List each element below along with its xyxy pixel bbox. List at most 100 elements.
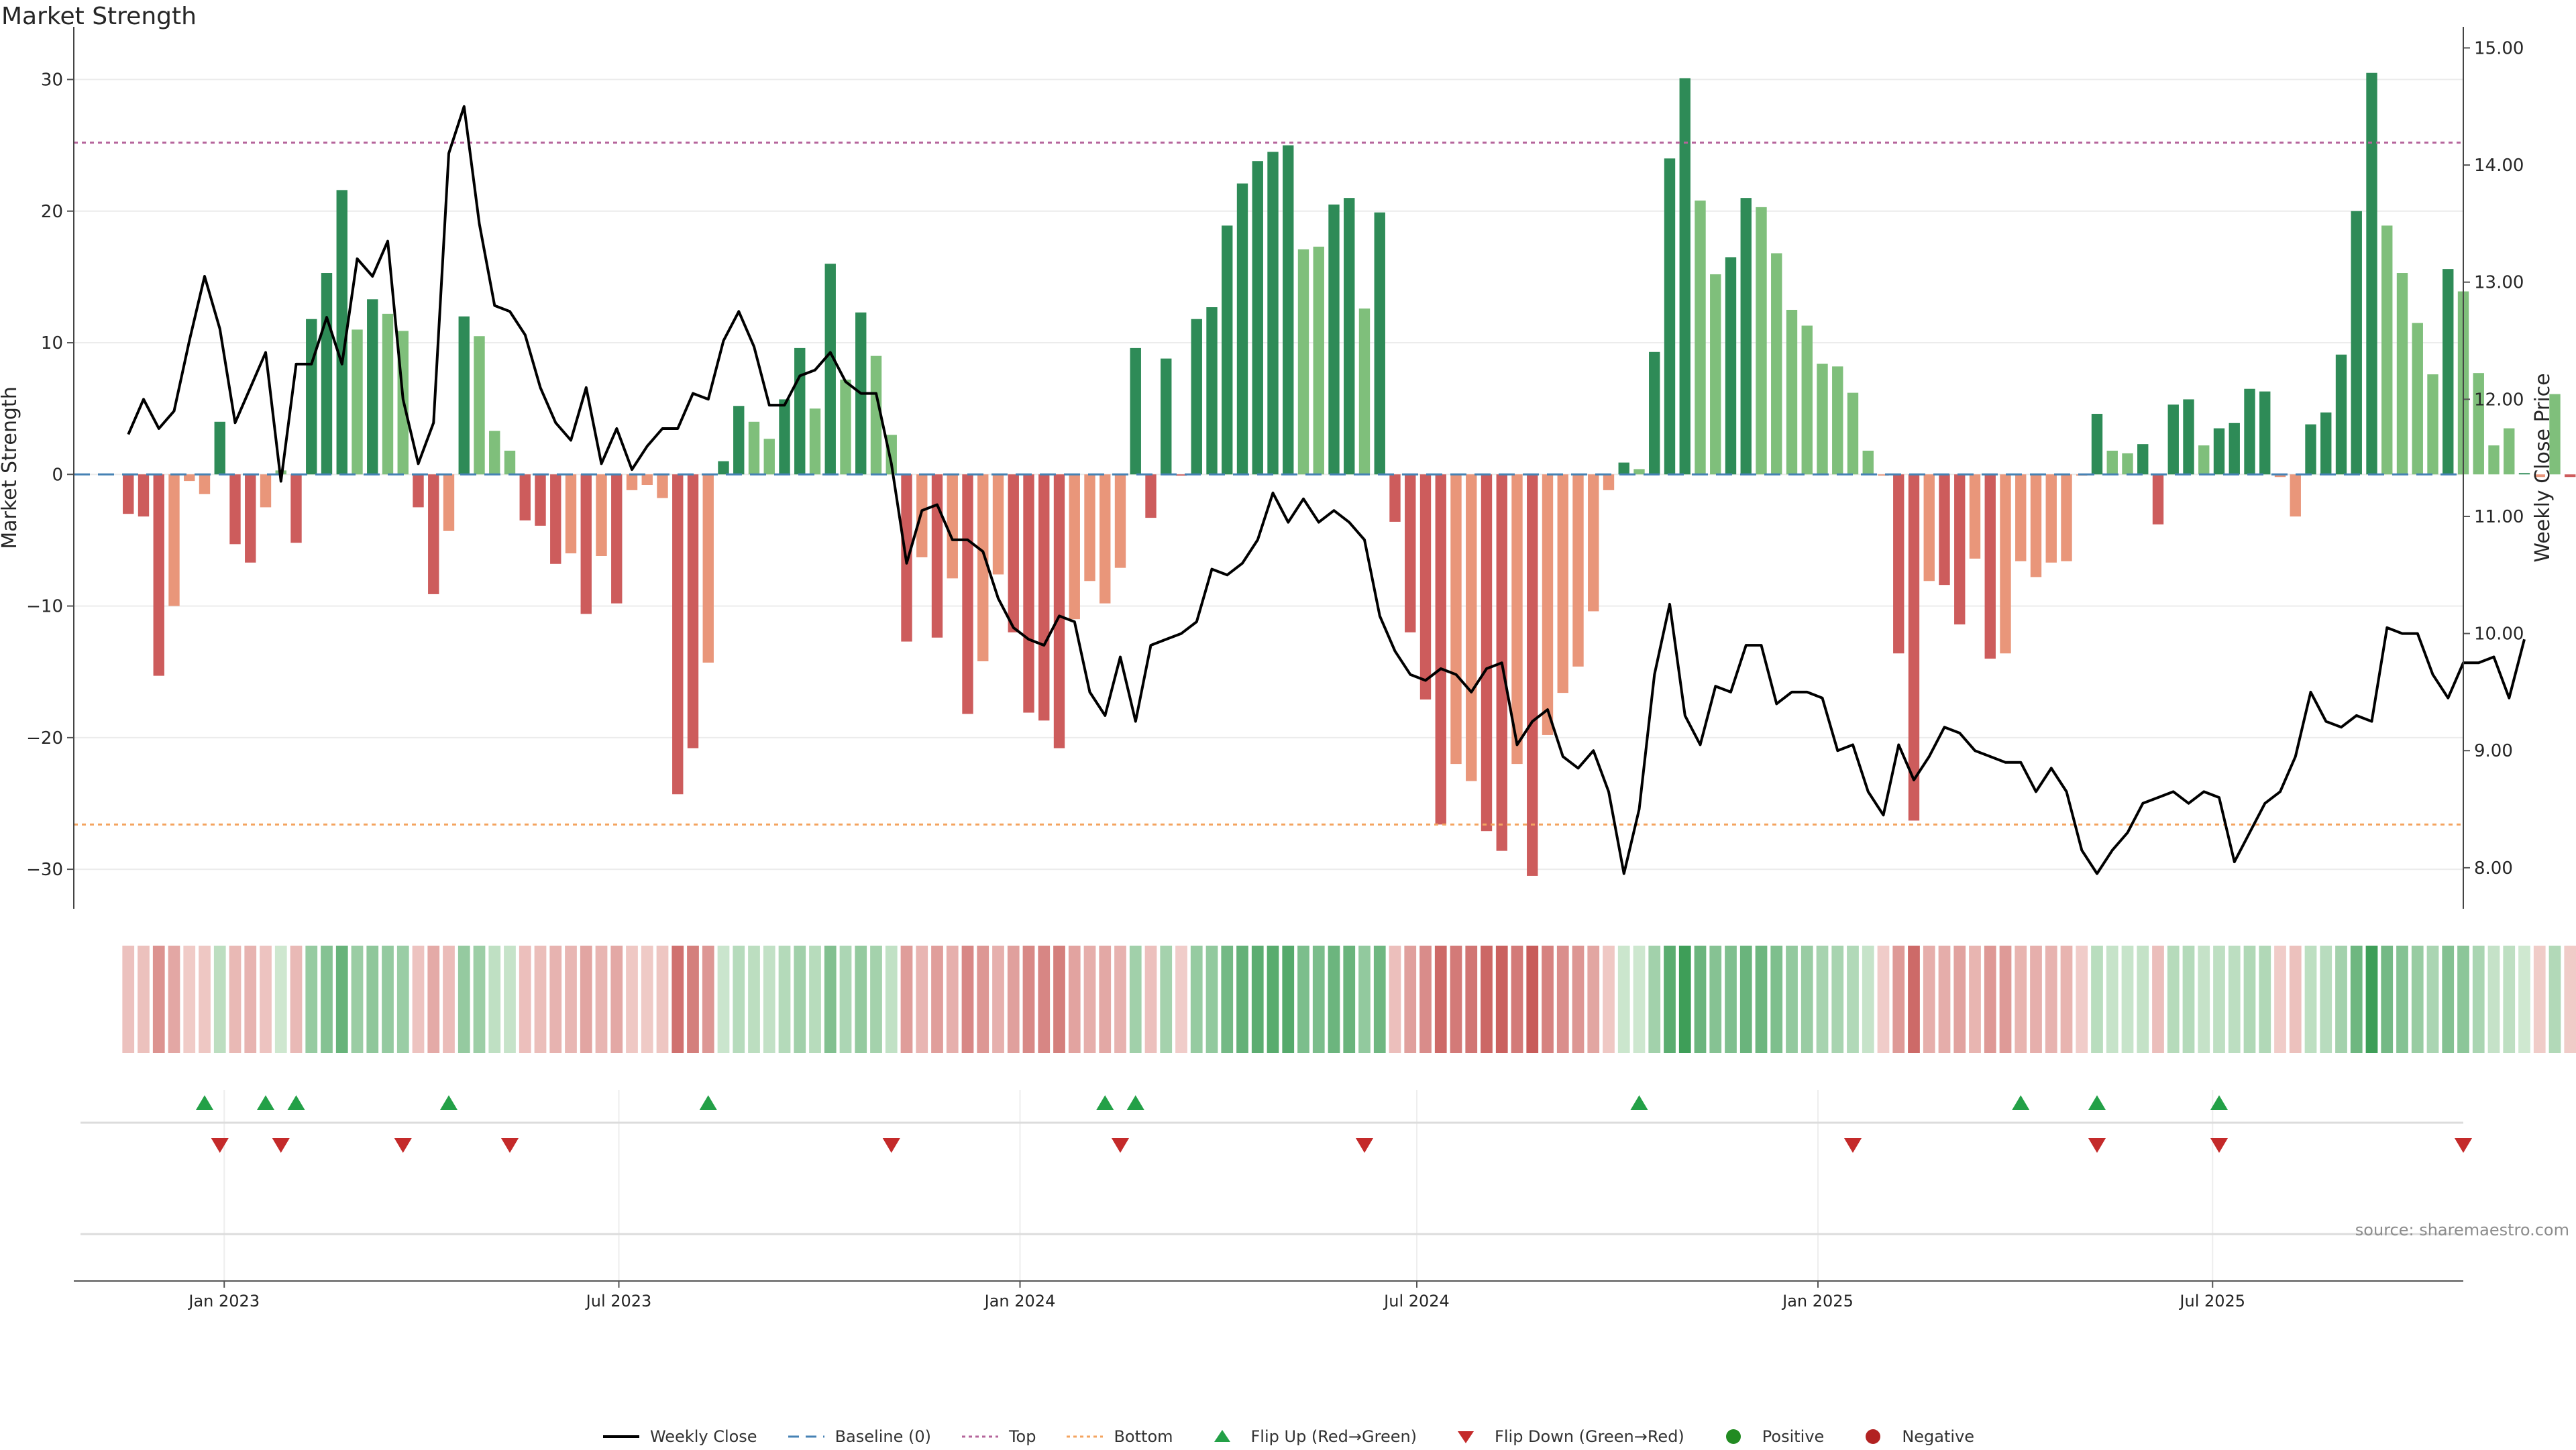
negative-strength-bar <box>1145 474 1157 518</box>
negative-strength-bar <box>260 474 272 508</box>
y2-axis-label: Weekly Close Price <box>2531 373 2555 562</box>
flip-down-marker <box>2210 1138 2228 1153</box>
positive-strength-bar <box>1191 319 1202 475</box>
negative-strength-bar <box>123 474 134 514</box>
negative-strength-bar <box>1038 474 1050 721</box>
legend-item-top: Top <box>961 1427 1036 1446</box>
positive-strength-bar <box>458 316 470 475</box>
negative-strength-bar <box>2290 474 2301 517</box>
negative-strength-bar <box>672 474 684 795</box>
heat-cell <box>855 946 867 1053</box>
heat-cell <box>961 946 974 1053</box>
negative-strength-bar <box>199 474 211 494</box>
heat-cell <box>885 946 898 1053</box>
heat-cell <box>1205 946 1218 1053</box>
positive-strength-bar <box>1725 257 1737 475</box>
heat-cell <box>931 946 943 1053</box>
positive-strength-bar <box>718 461 729 475</box>
heat-cell <box>870 946 882 1053</box>
heat-cell <box>2533 946 2546 1053</box>
y2-tick-label: 8.00 <box>2474 858 2513 879</box>
positive-strength-bar <box>2229 423 2240 475</box>
flip-up-marker <box>257 1095 274 1110</box>
heat-cell <box>1953 946 1966 1053</box>
heat-cell <box>260 946 272 1053</box>
positive-strength-bar <box>2320 412 2332 475</box>
positive-strength-bar <box>2167 404 2179 475</box>
legend-label: Flip Up (Red→Green) <box>1250 1427 1417 1446</box>
heat-cell <box>1038 946 1051 1053</box>
heat-cell <box>1251 946 1264 1053</box>
negative-strength-bar <box>1099 474 1111 604</box>
positive-strength-bar <box>1664 158 1676 475</box>
heat-cell <box>290 946 303 1053</box>
heat-cell <box>763 946 775 1053</box>
heat-cell <box>396 946 409 1053</box>
negative-strength-bar <box>596 474 607 556</box>
heat-cell <box>321 946 333 1053</box>
positive-strength-bar <box>1695 201 1706 475</box>
positive-strength-bar <box>1283 145 1294 475</box>
negative-strength-bar <box>229 474 241 545</box>
negative-strength-bar <box>1954 474 1966 625</box>
y2-tick-label: 12.00 <box>2474 390 2524 410</box>
weekly-close-layer <box>127 105 2526 875</box>
heat-cell <box>610 946 623 1053</box>
heat-cell <box>809 946 821 1053</box>
negative-strength-bar <box>916 474 928 557</box>
reference-lines <box>74 142 2463 826</box>
heat-cell <box>1770 946 1783 1053</box>
heat-cell <box>2213 946 2225 1053</box>
heat-cell <box>824 946 837 1053</box>
heat-cell <box>2411 946 2424 1053</box>
negative-strength-bar <box>2152 474 2164 524</box>
positive-strength-bar <box>2122 453 2133 475</box>
legend-item-flip-up: Flip Up (Red→Green) <box>1203 1427 1417 1446</box>
negative-strength-bar <box>1114 474 1126 568</box>
heat-cell <box>2152 946 2164 1053</box>
flip-down-marker <box>501 1138 519 1153</box>
negative-strength-bar <box>1527 474 1538 876</box>
positive-strength-bar <box>1801 325 1813 475</box>
heat-cell <box>1343 946 1356 1053</box>
heat-cell <box>641 946 653 1053</box>
heat-cell <box>183 946 196 1053</box>
heat-cell <box>778 946 791 1053</box>
negative-strength-bar <box>2061 474 2072 561</box>
weekly-close-line <box>127 105 2526 875</box>
flip-up-marker <box>2012 1095 2030 1110</box>
legend-symbol <box>1067 1435 1104 1438</box>
heat-cell <box>2274 946 2286 1053</box>
negative-strength-bar <box>565 474 577 554</box>
heat-cell <box>992 946 1004 1053</box>
negative-strength-bar <box>1969 474 1981 559</box>
heat-cell <box>2350 946 2363 1053</box>
heat-cell <box>2045 946 2057 1053</box>
heat-cell <box>1175 946 1187 1053</box>
heat-cell <box>794 946 806 1053</box>
negative-strength-bar <box>550 474 561 564</box>
positive-strength-bar <box>1267 152 1279 475</box>
positive-strength-bar <box>2259 391 2271 475</box>
positive-strength-bar <box>1633 469 1645 475</box>
heat-cell <box>2457 946 2469 1053</box>
heat-cell <box>1373 946 1386 1053</box>
heat-cell <box>443 946 455 1053</box>
negative-strength-bar <box>290 474 302 543</box>
negative-strength-bar <box>1450 474 1462 765</box>
heat-cell <box>1648 946 1661 1053</box>
heat-cell <box>152 946 165 1053</box>
y-axis-label: Market Strength <box>0 386 21 549</box>
heat-cell <box>1190 946 1203 1053</box>
heat-cell <box>1404 946 1417 1053</box>
negative-strength-bar <box>2015 474 2027 561</box>
positive-strength-bar <box>214 421 225 475</box>
heat-cell <box>2076 946 2088 1053</box>
heat-cell <box>1694 946 1707 1053</box>
heat-cell <box>1572 946 1585 1053</box>
positive-strength-bar <box>1817 364 1828 475</box>
heat-cell <box>122 946 135 1053</box>
negative-strength-bar <box>1923 474 1935 581</box>
heat-cell <box>1739 946 1752 1053</box>
heat-cell <box>2060 946 2073 1053</box>
